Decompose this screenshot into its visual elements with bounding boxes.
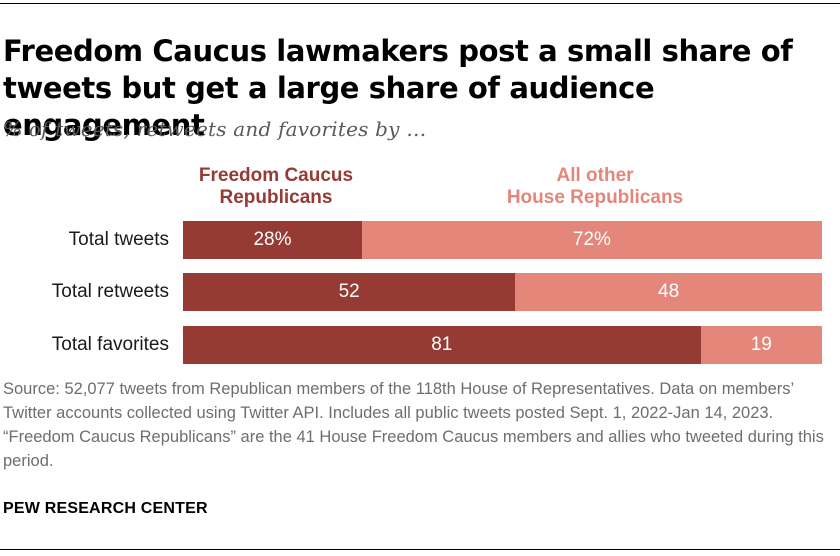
bar-value-label: 28%: [253, 229, 292, 250]
legend-freedom-caucus-line1: Freedom Caucus: [198, 165, 354, 186]
bar-other-republicans: [700, 326, 822, 364]
legend-freedom-caucus: Freedom Caucus Republicans: [176, 165, 376, 209]
bar-value-label: 52: [338, 281, 360, 302]
bar-value-label: 19: [750, 334, 772, 355]
row-label: Total tweets: [68, 229, 169, 250]
bar-freedom-caucus: [183, 326, 701, 364]
row-label: Total retweets: [51, 281, 169, 302]
legend-other-republicans-line2: House Republicans: [506, 187, 684, 208]
bar-other-republicans: [515, 273, 822, 311]
bar-other-republicans: [361, 221, 822, 259]
row-label: Total favorites: [51, 334, 169, 355]
legend-other-republicans: All other House Republicans: [470, 165, 720, 209]
source-note: Source: 52,077 tweets from Republican me…: [3, 380, 824, 470]
chart-title: Freedom Caucus lawmakers post a small sh…: [3, 34, 793, 142]
bar-value-label: 81: [431, 334, 453, 355]
bar-freedom-caucus: [183, 221, 362, 259]
bar-value-label: 48: [658, 281, 680, 302]
chart-subtitle: % of tweets, retweets and favorites by …: [3, 117, 427, 141]
bar-freedom-caucus: [183, 273, 516, 311]
organization-name: PEW RESEARCH CENTER: [3, 500, 208, 517]
bottom-rule: [0, 549, 840, 550]
bar-value-label: 72%: [572, 229, 611, 250]
legend-freedom-caucus-line2: Republicans: [219, 187, 333, 208]
legend-other-republicans-line1: All other: [556, 165, 634, 186]
top-rule: [0, 3, 840, 4]
